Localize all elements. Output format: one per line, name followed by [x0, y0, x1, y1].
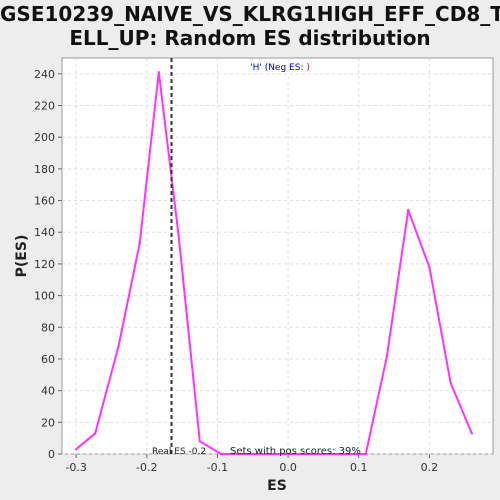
data-point — [177, 234, 180, 237]
legend: 'H' (Neg ES: ) — [250, 63, 310, 73]
data-point — [219, 452, 223, 456]
real-es-label: Real ES -0.2 — [152, 447, 206, 457]
legend-open: ( — [262, 63, 268, 73]
x-tick-label: 0.0 — [279, 461, 297, 474]
y-tick-label: 0 — [48, 448, 55, 461]
y-tick-label: 20 — [41, 416, 55, 429]
y-tick-label: 220 — [34, 100, 55, 113]
data-point — [138, 242, 141, 245]
x-tick-label: 0.1 — [350, 461, 368, 474]
distribution-line — [75, 72, 473, 455]
y-tick-label: 180 — [34, 163, 55, 176]
legend-sep: : — [300, 63, 306, 73]
data-point — [428, 265, 431, 269]
pos-scores-annotation: Sets with pos scores: 39% — [230, 446, 361, 457]
chart-title-line-1: GSE10239_NAIVE_VS_KLRG1HIGH_EFF_CD8_TC — [0, 2, 500, 26]
plot-area — [61, 57, 494, 455]
y-tick-label: 60 — [41, 353, 55, 366]
grid — [62, 58, 493, 455]
y-tick-label: 80 — [41, 321, 55, 334]
y-tick-label: 140 — [34, 226, 55, 239]
x-tick-label: -0.2 — [136, 461, 157, 474]
data-point — [117, 345, 120, 348]
data-point — [364, 452, 368, 456]
y-tick-label: 120 — [34, 258, 55, 271]
x-axis-label: ES — [267, 478, 287, 494]
y-tick-label: 240 — [34, 68, 55, 81]
chart-title-line-2: ELL_UP: Random ES distribution — [69, 26, 431, 50]
y-tick-label: 100 — [34, 290, 55, 303]
data-point — [198, 440, 201, 443]
data-point — [449, 381, 452, 384]
legend-prefix: 'H' — [250, 63, 262, 73]
y-tick-label: 200 — [34, 131, 55, 144]
data-point — [470, 432, 474, 435]
legend-close: ) — [306, 63, 310, 73]
x-tick-label: -0.3 — [65, 461, 86, 474]
data-point — [407, 208, 410, 212]
data-point — [385, 354, 389, 357]
legend-neg-es: Neg ES — [268, 63, 301, 73]
series-layer — [74, 71, 474, 456]
data-point — [74, 448, 78, 451]
data-point — [94, 432, 97, 435]
data-point — [157, 71, 160, 74]
x-tick-label: -0.1 — [207, 461, 228, 474]
y-axis-label: P(ES) — [14, 235, 30, 278]
y-tick-label: 160 — [34, 195, 55, 208]
x-tick-label: 0.2 — [421, 461, 439, 474]
y-tick-label: 40 — [41, 385, 55, 398]
